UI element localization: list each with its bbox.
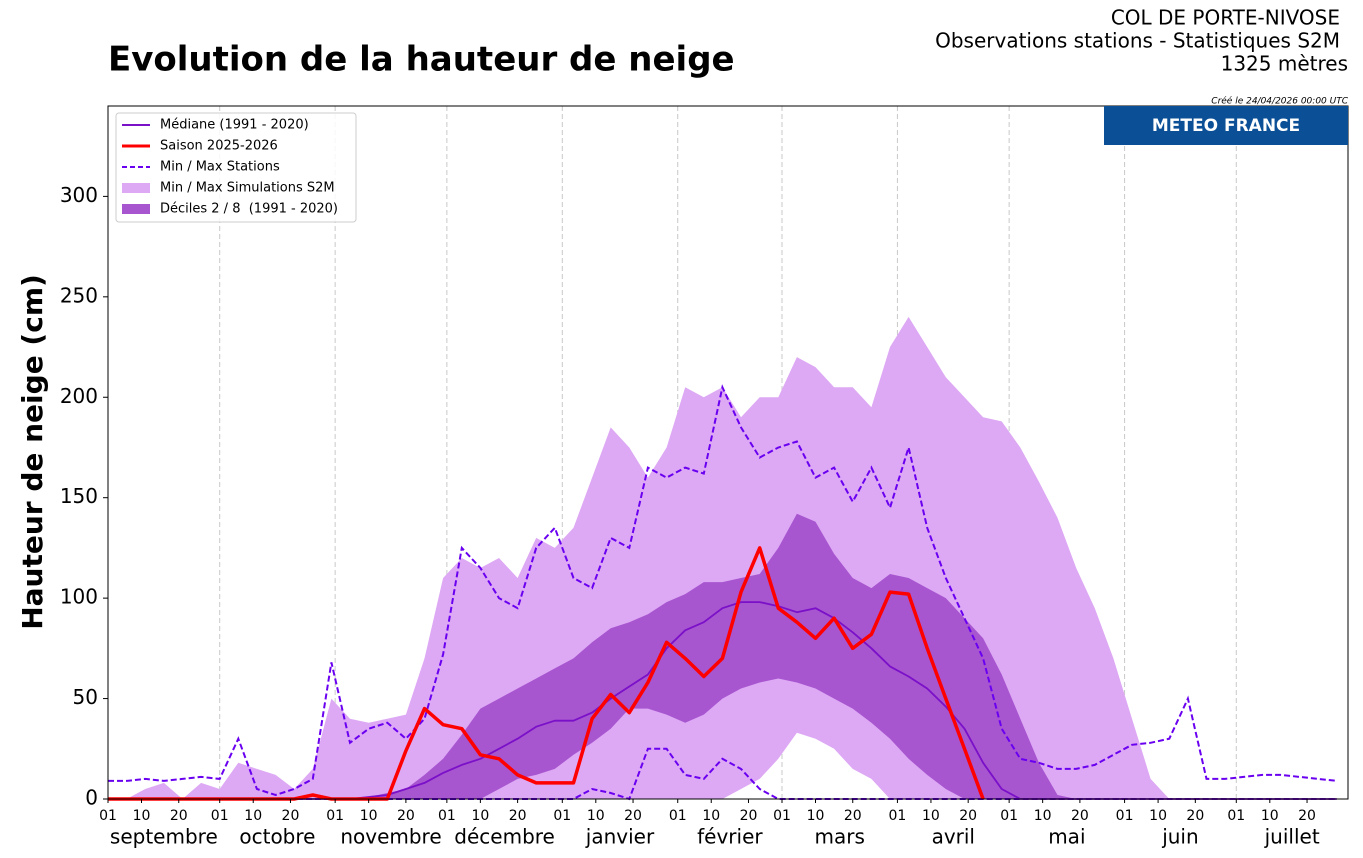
legend-box bbox=[115, 112, 357, 223]
legend-swatch bbox=[122, 204, 150, 214]
legend-swatch bbox=[122, 183, 150, 193]
month-label: juillet bbox=[1264, 825, 1320, 849]
x-tick-label: 20 bbox=[1071, 808, 1089, 824]
y-tick-label: 250 bbox=[60, 283, 98, 307]
altitude: 1325 mètres bbox=[1221, 52, 1348, 76]
x-tick-label: 01 bbox=[669, 808, 687, 824]
x-tick-label: 20 bbox=[1186, 808, 1204, 824]
x-tick-label: 20 bbox=[397, 808, 415, 824]
month-label: décembre bbox=[454, 825, 555, 849]
legend-label: Min / Max Simulations S2M bbox=[160, 181, 335, 196]
legend-label: Déciles 2 / 8 (1991 - 2020) bbox=[160, 202, 338, 217]
month-label: avril bbox=[932, 825, 975, 849]
y-tick-label: 0 bbox=[85, 786, 98, 810]
month-label: novembre bbox=[340, 825, 441, 849]
legend-label: Médiane (1991 - 2020) bbox=[160, 118, 309, 133]
x-tick-label: 01 bbox=[99, 808, 117, 824]
x-tick-label: 10 bbox=[922, 808, 940, 824]
plot-frame bbox=[107, 105, 1349, 800]
x-tick-label: 01 bbox=[211, 808, 229, 824]
created-note: Créé le 24/04/2026 00:00 UTC bbox=[1211, 96, 1348, 107]
brand-box bbox=[1104, 106, 1348, 145]
y-tick-label: 300 bbox=[60, 183, 98, 207]
x-tick-label: 10 bbox=[1149, 808, 1167, 824]
x-tick-label: 01 bbox=[1227, 808, 1245, 824]
x-tick-label: 01 bbox=[1000, 808, 1018, 824]
x-tick-label: 01 bbox=[553, 808, 571, 824]
month-label: janvier bbox=[585, 825, 655, 849]
x-tick-label: 10 bbox=[1261, 808, 1279, 824]
legend-label: Min / Max Stations bbox=[160, 160, 280, 175]
month-label: octobre bbox=[239, 825, 315, 849]
x-tick-label: 20 bbox=[1298, 808, 1316, 824]
month-label: mai bbox=[1048, 825, 1085, 849]
x-tick-label: 01 bbox=[326, 808, 344, 824]
month-label: septembre bbox=[110, 825, 218, 849]
y-tick-label: 200 bbox=[60, 384, 98, 408]
x-tick-label: 20 bbox=[959, 808, 977, 824]
month-label: juin bbox=[1161, 825, 1198, 849]
y-tick-label: 50 bbox=[73, 685, 98, 709]
x-tick-label: 01 bbox=[773, 808, 791, 824]
x-tick-label: 01 bbox=[438, 808, 456, 824]
y-tick-label: 100 bbox=[60, 585, 98, 609]
x-tick-label: 10 bbox=[471, 808, 489, 824]
x-tick-label: 20 bbox=[509, 808, 527, 824]
subtitle: Observations stations - Statistiques S2M bbox=[935, 29, 1340, 53]
x-tick-label: 20 bbox=[844, 808, 862, 824]
x-tick-label: 10 bbox=[807, 808, 825, 824]
station-upper bbox=[108, 384, 1337, 797]
x-tick-label: 01 bbox=[889, 808, 907, 824]
station: COL DE PORTE-NIVOSE bbox=[1111, 6, 1340, 30]
x-tick-label: 10 bbox=[587, 808, 605, 824]
month-label: mars bbox=[815, 825, 865, 849]
x-tick-label: 10 bbox=[702, 808, 720, 824]
brand: METEO FRANCE bbox=[1152, 116, 1300, 136]
x-tick-label: 10 bbox=[360, 808, 378, 824]
y-axis-title: Hauteur de neige (cm) bbox=[16, 274, 49, 630]
y-tick-label: 150 bbox=[60, 484, 98, 508]
x-tick-label: 10 bbox=[1034, 808, 1052, 824]
x-tick-label: 10 bbox=[244, 808, 262, 824]
x-tick-label: 20 bbox=[170, 808, 188, 824]
month-label: février bbox=[697, 825, 763, 849]
chart-title: Evolution de la hauteur de neige bbox=[108, 40, 735, 80]
x-tick-label: 20 bbox=[282, 808, 300, 824]
legend: Médiane (1991 - 2020) Saison 2025-2026 Min… bbox=[115, 112, 357, 223]
x-tick-label: 20 bbox=[740, 808, 758, 824]
x-tick-label: 10 bbox=[133, 808, 151, 824]
legend-label: Saison 2025-2026 bbox=[160, 139, 278, 154]
x-tick-label: 01 bbox=[1116, 808, 1134, 824]
x-tick-label: 20 bbox=[624, 808, 642, 824]
envelope-band bbox=[108, 316, 1337, 799]
